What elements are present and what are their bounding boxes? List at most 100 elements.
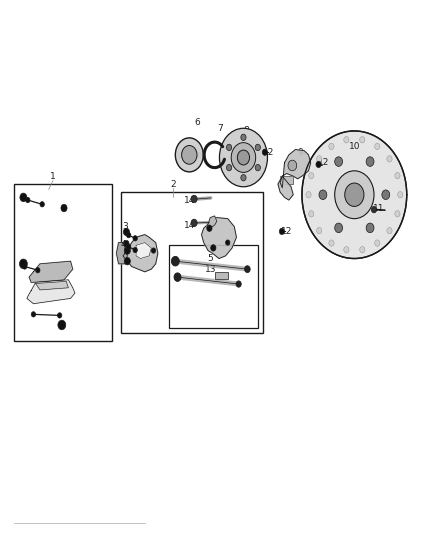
Text: 12: 12 (263, 148, 275, 157)
Polygon shape (207, 216, 217, 228)
Circle shape (219, 128, 268, 187)
Circle shape (398, 191, 403, 198)
Circle shape (241, 174, 246, 181)
Circle shape (344, 136, 349, 143)
Circle shape (366, 223, 374, 233)
Polygon shape (35, 281, 68, 290)
Circle shape (57, 313, 62, 318)
Text: 8: 8 (244, 126, 249, 135)
Circle shape (360, 247, 365, 253)
Text: 11: 11 (373, 204, 384, 213)
Circle shape (241, 134, 246, 141)
Circle shape (211, 245, 216, 251)
Circle shape (255, 165, 261, 171)
Polygon shape (123, 235, 158, 272)
Circle shape (306, 191, 311, 198)
Circle shape (127, 244, 131, 249)
Circle shape (344, 247, 349, 253)
Circle shape (317, 228, 322, 234)
Circle shape (302, 131, 407, 259)
Circle shape (35, 268, 40, 273)
Bar (14, 184, 112, 341)
Circle shape (374, 143, 380, 150)
Circle shape (288, 160, 297, 171)
Circle shape (329, 143, 334, 150)
Circle shape (236, 281, 241, 287)
Circle shape (387, 228, 392, 234)
Circle shape (175, 138, 203, 172)
Circle shape (387, 156, 392, 162)
Bar (280, 176, 293, 184)
Circle shape (226, 144, 232, 151)
Polygon shape (27, 280, 75, 304)
Circle shape (329, 240, 334, 246)
Circle shape (191, 219, 197, 227)
Circle shape (124, 247, 131, 254)
Circle shape (226, 240, 230, 245)
Text: 9: 9 (297, 148, 303, 157)
Circle shape (133, 236, 138, 241)
Circle shape (262, 149, 268, 156)
Circle shape (151, 248, 155, 253)
Text: 14: 14 (184, 196, 195, 205)
Circle shape (317, 156, 322, 162)
Bar (121, 192, 263, 333)
Bar (169, 245, 258, 328)
Circle shape (19, 259, 27, 269)
Circle shape (374, 240, 380, 246)
Text: 12: 12 (318, 158, 329, 167)
Circle shape (58, 320, 66, 330)
Text: 13: 13 (205, 265, 216, 273)
Circle shape (316, 161, 321, 167)
Circle shape (127, 232, 131, 238)
Text: 7: 7 (217, 124, 223, 133)
Circle shape (309, 173, 314, 179)
Circle shape (31, 312, 35, 317)
Ellipse shape (177, 156, 202, 164)
Circle shape (360, 136, 365, 143)
Circle shape (124, 228, 130, 236)
Circle shape (22, 264, 27, 269)
Circle shape (20, 193, 27, 201)
Text: 5: 5 (207, 254, 213, 263)
Circle shape (61, 204, 67, 212)
Polygon shape (278, 176, 293, 200)
Circle shape (124, 257, 131, 265)
Circle shape (371, 206, 377, 213)
Circle shape (231, 143, 256, 172)
Circle shape (40, 201, 44, 207)
Text: 12: 12 (282, 227, 293, 236)
Polygon shape (136, 243, 151, 259)
Circle shape (366, 157, 374, 166)
Circle shape (124, 240, 129, 247)
Text: 6: 6 (194, 118, 200, 127)
Text: 3: 3 (122, 222, 128, 231)
Text: 4: 4 (121, 240, 127, 249)
Circle shape (171, 256, 179, 266)
Circle shape (395, 211, 400, 217)
Circle shape (335, 157, 343, 166)
Circle shape (226, 165, 232, 171)
Circle shape (191, 195, 197, 203)
Circle shape (207, 225, 212, 231)
Bar (215, 272, 228, 279)
Circle shape (309, 211, 314, 217)
Circle shape (182, 146, 197, 164)
Circle shape (335, 223, 343, 233)
Polygon shape (280, 150, 311, 188)
Circle shape (25, 197, 30, 203)
Circle shape (279, 228, 285, 235)
Circle shape (174, 273, 181, 281)
Polygon shape (29, 261, 73, 282)
Text: 10: 10 (349, 142, 360, 151)
Polygon shape (117, 243, 127, 264)
Polygon shape (201, 217, 237, 259)
Circle shape (395, 173, 400, 179)
Circle shape (133, 247, 138, 253)
Circle shape (345, 183, 364, 206)
Circle shape (244, 266, 250, 272)
Text: 1: 1 (50, 172, 56, 181)
Circle shape (382, 190, 390, 199)
Text: 2: 2 (170, 180, 176, 189)
Circle shape (237, 150, 250, 165)
